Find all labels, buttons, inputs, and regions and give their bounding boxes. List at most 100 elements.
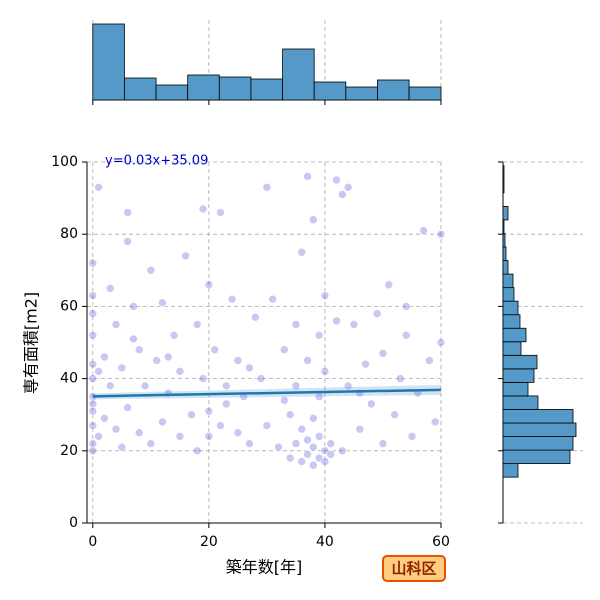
histogram-bar xyxy=(502,314,521,329)
histogram-bar xyxy=(502,368,535,383)
scatter-point xyxy=(314,432,324,441)
histogram-bar xyxy=(313,81,347,101)
badge-box xyxy=(382,555,446,582)
histogram-bar xyxy=(502,246,507,261)
scatter-point xyxy=(309,215,318,225)
scatter-point xyxy=(146,265,156,275)
scatter-point xyxy=(163,352,173,362)
x-tick-label: 60 xyxy=(432,534,450,550)
scatter-point xyxy=(291,439,301,448)
scatter-point xyxy=(158,298,167,308)
scatter-point xyxy=(105,284,115,293)
scatter-point xyxy=(309,414,318,423)
scatter-point xyxy=(146,439,156,448)
scatter-point xyxy=(309,460,318,470)
x-axis-label: 築年数[年] xyxy=(226,558,303,577)
y-tick-label: 60 xyxy=(60,298,78,314)
scatter-point xyxy=(192,446,202,456)
scatter-point xyxy=(221,399,231,409)
scatter-point xyxy=(88,421,98,430)
scatter-point xyxy=(111,320,121,329)
histogram-bar xyxy=(502,165,505,180)
histogram-bar xyxy=(502,233,506,248)
scatter-point xyxy=(94,367,103,376)
scatter-point xyxy=(134,428,144,438)
histogram-bar xyxy=(502,463,519,478)
histogram-bar xyxy=(345,86,378,101)
scatter-point xyxy=(88,330,98,340)
scatter-point xyxy=(100,414,109,423)
scatter-point xyxy=(204,406,214,416)
scatter-point xyxy=(216,421,225,430)
scatter-point xyxy=(285,453,295,463)
scatter-point xyxy=(175,432,185,441)
scatter-point xyxy=(436,229,446,239)
regression-line xyxy=(92,388,442,398)
scatter-point xyxy=(343,381,353,391)
scatter-point xyxy=(129,302,138,311)
scatter-point xyxy=(407,432,417,441)
histogram-bar xyxy=(502,341,522,356)
scatter-point xyxy=(123,403,132,412)
scatter-point xyxy=(425,356,434,365)
scatter-point xyxy=(140,381,150,391)
histogram-bar xyxy=(92,23,125,101)
y-tick-label: 40 xyxy=(60,371,78,387)
histogram-bar xyxy=(502,300,519,316)
scatter-point xyxy=(198,374,208,383)
histogram-bar xyxy=(187,74,220,101)
scatter-point xyxy=(88,359,98,369)
scatter-point xyxy=(129,334,138,344)
histogram-bar xyxy=(502,287,515,302)
scatter-point xyxy=(111,424,121,434)
scatter-point xyxy=(384,280,394,290)
histogram-bar xyxy=(250,78,283,101)
scatter-point xyxy=(204,432,214,441)
scatter-point xyxy=(88,439,98,448)
scatter-point xyxy=(367,399,376,409)
histogram-bar xyxy=(282,48,315,101)
scatter-point xyxy=(117,363,127,373)
scatter-point xyxy=(216,208,225,217)
scatter-point xyxy=(320,291,330,300)
histogram-bar xyxy=(377,79,410,101)
scatter-point xyxy=(245,439,254,448)
scatter-point xyxy=(361,359,370,369)
scatter-point xyxy=(88,399,98,409)
scatter-point xyxy=(343,182,353,192)
scatter-point xyxy=(88,446,98,456)
scatter-point xyxy=(88,374,98,383)
scatter-point xyxy=(88,258,98,268)
scatter-point xyxy=(355,424,365,434)
scatter-point xyxy=(332,175,341,185)
scatter-point xyxy=(245,363,254,373)
scatter-point xyxy=(280,345,289,355)
scatter-point xyxy=(378,349,388,358)
scatter-point xyxy=(396,374,405,383)
scatter-point xyxy=(181,251,190,261)
scatter-point xyxy=(303,172,312,181)
scatter-point xyxy=(291,381,301,391)
scatter-point xyxy=(326,439,336,448)
y-tick-label: 80 xyxy=(60,226,78,242)
scatter-point xyxy=(262,421,272,430)
scatter-point xyxy=(349,320,359,329)
scatter-point xyxy=(123,208,132,217)
scatter-point xyxy=(390,410,399,420)
scatter-point xyxy=(280,395,289,405)
x-tick-label: 40 xyxy=(316,534,334,550)
scatter-point xyxy=(274,442,283,452)
scatter-point xyxy=(303,450,312,459)
histogram-bar xyxy=(502,395,539,410)
badge: 山科区 xyxy=(391,560,436,578)
scatter-point xyxy=(250,312,260,322)
scatter-point xyxy=(227,294,237,304)
scatter-point xyxy=(152,356,161,365)
scatter-point xyxy=(297,457,307,466)
histogram-bar xyxy=(502,409,574,424)
scatter-point xyxy=(117,442,127,452)
x-tick-label: 20 xyxy=(200,534,218,550)
scatter-point xyxy=(158,417,167,427)
histogram-bar xyxy=(502,381,529,397)
